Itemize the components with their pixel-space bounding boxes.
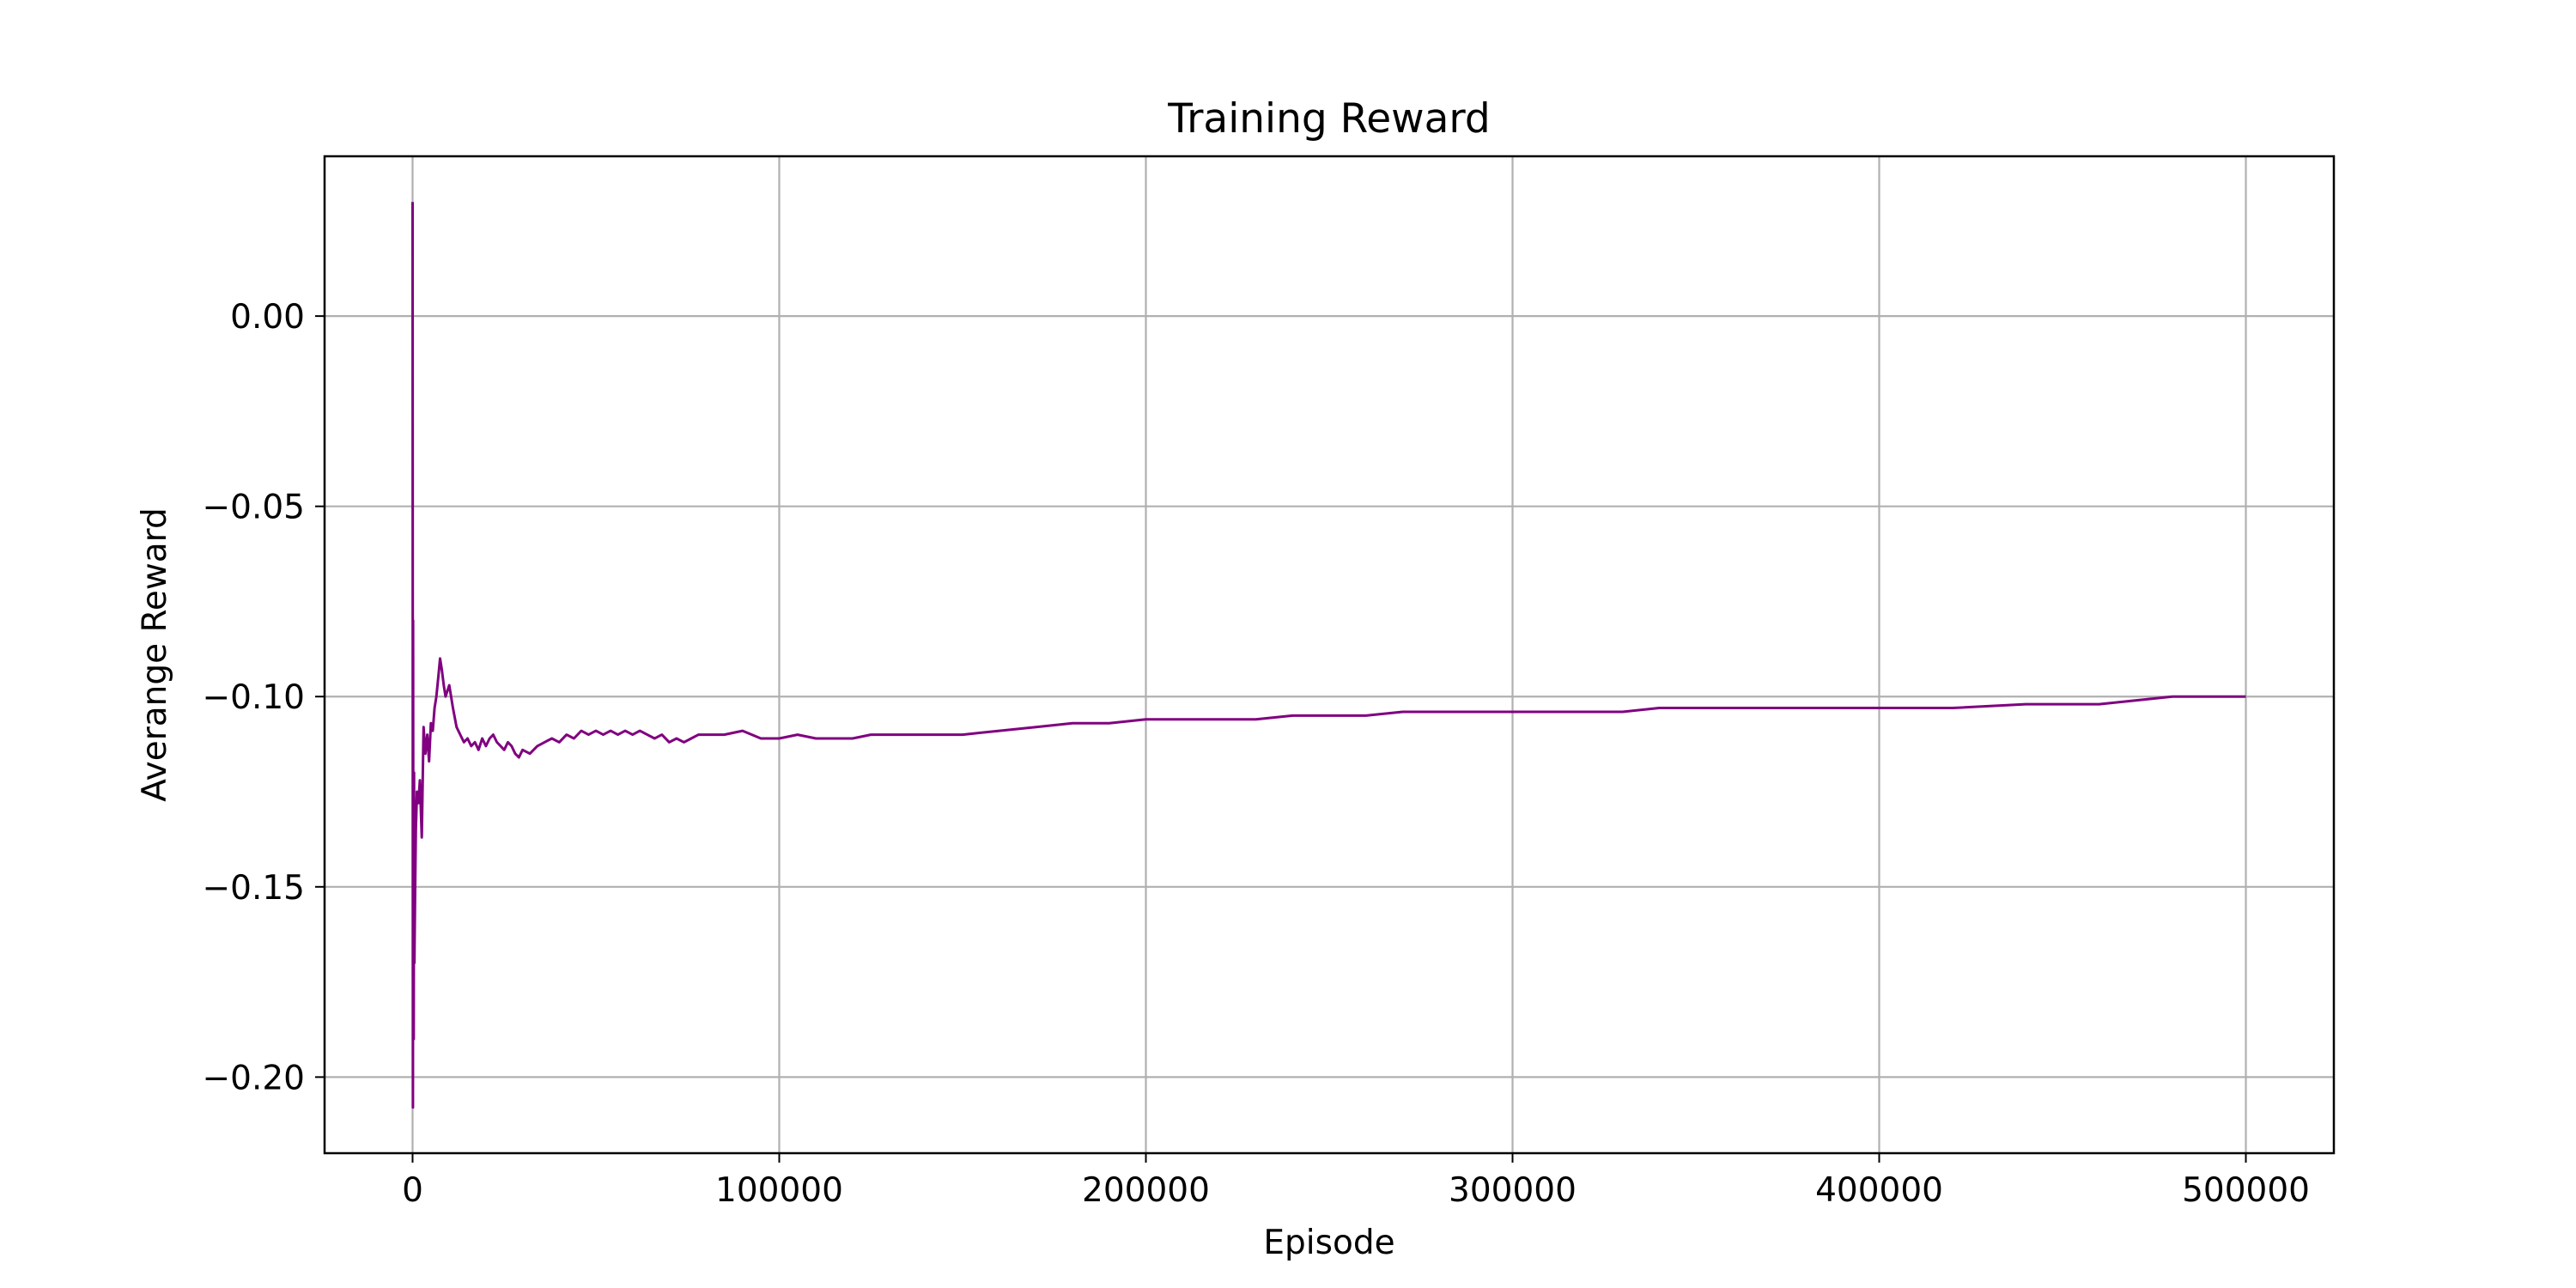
y-tick-label: −0.10 (202, 678, 305, 717)
y-axis-title: Averange Reward (136, 507, 174, 802)
x-axis-title: Episode (1263, 1224, 1394, 1262)
x-tick-label: 100000 (715, 1171, 843, 1210)
y-tick-label: −0.05 (202, 489, 305, 527)
x-tick-label: 0 (402, 1171, 423, 1210)
y-tick-label: −0.20 (202, 1059, 305, 1097)
plot-frame (323, 155, 2336, 1155)
axis-ticks: 0 100000 200000 300000 400000 500000 0.00 −0.05… (202, 298, 2309, 1210)
x-tick-label: 300000 (1449, 1171, 1577, 1210)
y-tick-label: −0.15 (202, 869, 305, 908)
grid-lines (325, 156, 2334, 1153)
x-tick-label: 200000 (1082, 1171, 1210, 1210)
y-tick-label: 0.00 (230, 298, 305, 337)
x-tick-label: 400000 (1815, 1171, 1943, 1210)
reward-line (411, 202, 2246, 1109)
x-tick-label: 500000 (2182, 1171, 2310, 1210)
chart-title: Training Reward (1167, 95, 1490, 143)
data-series (411, 202, 2246, 1109)
